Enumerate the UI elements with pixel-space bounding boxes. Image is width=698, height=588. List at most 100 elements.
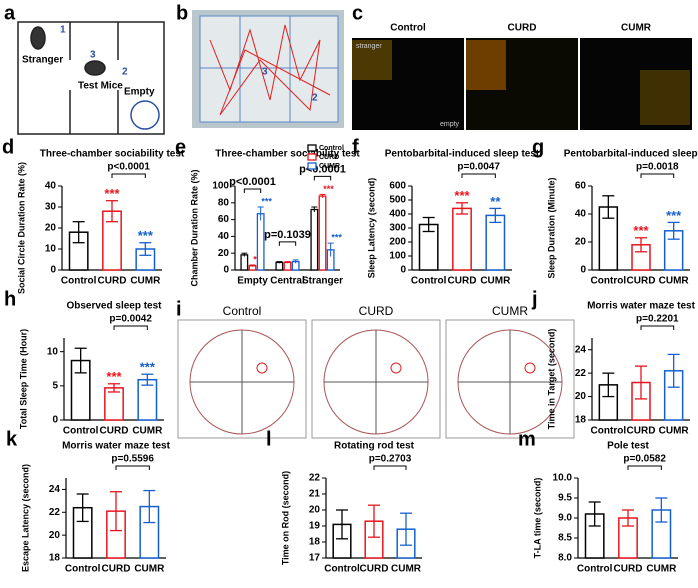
x-tick-label: Central — [270, 276, 305, 287]
significance-stars: *** — [140, 360, 156, 375]
group-label: CURD — [359, 304, 394, 318]
bar — [275, 261, 284, 271]
bar — [283, 261, 292, 271]
bar — [318, 195, 327, 271]
p-value: p=0.0042 — [109, 314, 152, 325]
p-value: p=0.0582 — [623, 454, 666, 465]
x-tick-label: Control — [591, 426, 627, 437]
bar — [240, 254, 249, 271]
significance-stars: ** — [490, 194, 501, 209]
y-axis-label: Time in Target (second) — [546, 329, 556, 430]
chart-title: Observed sleep test — [66, 301, 162, 312]
x-tick-label: CUMR — [134, 564, 165, 575]
y-tick-label: 10 — [45, 244, 57, 255]
empty-label: Empty — [124, 87, 155, 98]
chart-title: Pentobarbital-induced sleep test — [564, 149, 698, 160]
y-tick-label: 18 — [309, 537, 321, 548]
y-axis-label: Sleep Latency (second) — [366, 178, 376, 279]
x-tick-label: CUMR — [659, 426, 690, 437]
test-mice-label: Test Mice — [78, 81, 123, 92]
x-tick-label: CURD — [627, 276, 656, 287]
x-tick-label: CURD — [614, 564, 643, 575]
y-axis-label: Chamber Duration Rate (%) — [189, 169, 199, 286]
bar — [485, 214, 506, 271]
y-axis-label: T-LA time (second) — [532, 478, 542, 559]
p-value: p=0.0047 — [457, 162, 500, 173]
y-tick-label: 80 — [218, 197, 230, 208]
p-value: p=0.5596 — [111, 454, 154, 465]
significance-stars: *** — [323, 184, 334, 194]
x-tick-label: Control — [324, 564, 360, 575]
x-tick-label: Control — [577, 564, 613, 575]
y-tick-label: 300 — [389, 223, 406, 234]
x-tick-label: CUMR — [391, 564, 422, 575]
x-tick-label: CUMR — [659, 276, 690, 287]
x-tick-label: CUMR — [480, 276, 511, 287]
y-tick-label: 20 — [575, 237, 587, 248]
panel-letter: f — [352, 136, 359, 158]
chart-title: Rotating rod test — [334, 441, 415, 452]
panel-letter: c — [352, 2, 363, 24]
x-tick-label: Control — [591, 276, 627, 287]
y-tick-label: 24 — [575, 344, 587, 355]
y-axis-label: Social Circle Duration Rate (%) — [16, 162, 26, 294]
panel-letter: d — [2, 136, 14, 158]
panel-letter: m — [518, 428, 536, 450]
y-tick-label: 24 — [49, 484, 61, 495]
y-tick-label: 200 — [389, 237, 406, 248]
y-tick-label: 19 — [309, 521, 321, 532]
significance-stars: *** — [454, 188, 470, 203]
stranger-label: Stranger — [22, 55, 63, 66]
y-tick-label: 22 — [49, 507, 61, 518]
panel-letter: k — [6, 428, 18, 450]
y-tick-label: 8.5 — [558, 533, 572, 544]
y-tick-label: 10 — [47, 346, 59, 357]
y-tick-label: 40 — [218, 231, 230, 242]
y-tick-label: 100 — [212, 181, 229, 192]
y-axis-label: Sleep Duration (Minute) — [546, 177, 556, 278]
chamber-number: 2 — [312, 93, 318, 104]
y-tick-label: 22 — [309, 473, 321, 484]
y-tick-label: 10.0 — [553, 473, 573, 484]
chamber-number: 3 — [262, 67, 268, 78]
panel-letter: a — [4, 2, 16, 24]
y-tick-label: 18 — [575, 415, 587, 426]
significance-stars: *** — [633, 223, 649, 238]
panel-letter: e — [175, 136, 186, 158]
y-tick-label: 22 — [575, 368, 587, 379]
comparison-bracket — [627, 465, 662, 470]
panel-letter: h — [4, 288, 16, 310]
comparison-bracket — [373, 465, 407, 470]
y-tick-label: 20 — [45, 223, 57, 234]
y-tick-label: 20 — [218, 248, 230, 259]
group-label: CURD — [508, 23, 537, 34]
comparison-bracket — [243, 188, 262, 193]
p-value: p<0.0001 — [107, 162, 150, 173]
y-tick-label: 8.0 — [558, 553, 572, 564]
track-photo — [192, 10, 344, 128]
x-tick-label: CUMR — [132, 426, 163, 437]
chamber-number: 2 — [122, 67, 128, 78]
y-axis-label: Escape Latency (second) — [20, 464, 30, 572]
bar — [256, 213, 265, 271]
comparison-bracket — [278, 241, 297, 246]
chart-title: Pentobarbital-induced sleep test — [385, 149, 540, 160]
comparison-bracket — [113, 325, 148, 330]
x-tick-label: CUMR — [130, 276, 161, 287]
legend-swatch — [307, 153, 317, 161]
x-tick-label: Control — [61, 276, 97, 287]
heatmaps — [352, 38, 692, 130]
bar — [452, 207, 472, 271]
zone-label: stranger — [356, 43, 382, 50]
maze-tracks — [177, 319, 575, 439]
chamber-diagram — [17, 21, 165, 135]
x-tick-label: Empty — [237, 276, 268, 287]
legend-swatch — [307, 144, 317, 152]
y-tick-label: 0 — [50, 265, 56, 276]
significance-stars: *** — [106, 369, 122, 384]
y-tick-label: 20 — [309, 505, 321, 516]
x-tick-label: Stranger — [302, 276, 343, 287]
chart-title: Morris water maze test — [62, 441, 170, 452]
p-value: p=0.1039 — [264, 229, 311, 241]
